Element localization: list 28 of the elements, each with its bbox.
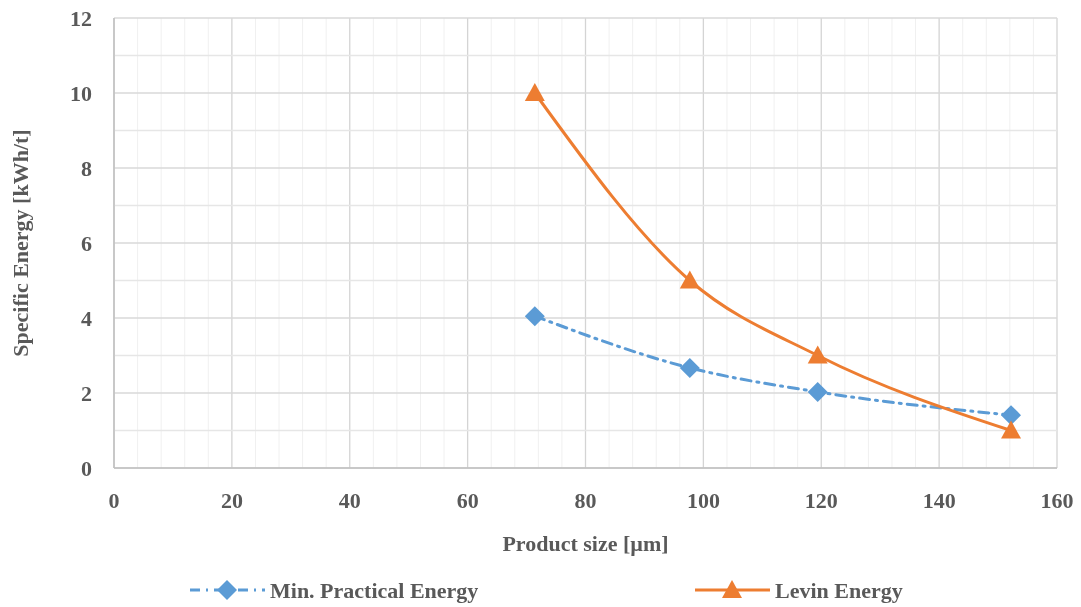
- point: [524, 306, 545, 327]
- x-axis-title: Product size [µm]: [502, 531, 669, 556]
- legend-label: Min. Practical Energy: [270, 578, 479, 603]
- legend-label: Levin Energy: [775, 578, 903, 603]
- x-tick-label: 20: [220, 488, 243, 513]
- point: [1001, 405, 1022, 426]
- y-tick-label: 2: [81, 381, 92, 406]
- x-tick-label: 160: [1040, 488, 1074, 513]
- point: [1001, 420, 1022, 439]
- point: [807, 345, 828, 364]
- x-tick-label: 80: [574, 488, 597, 513]
- point: [679, 270, 700, 289]
- point: [524, 83, 545, 101]
- x-tick-label: 100: [686, 488, 720, 513]
- y-axis-title: Specific Energy [kWh/t]: [8, 129, 33, 357]
- y-tick-label: 6: [81, 231, 92, 256]
- y-tick-label: 8: [81, 156, 92, 181]
- x-tick-label: 60: [456, 488, 479, 513]
- x-tick-label: 40: [338, 488, 361, 513]
- x-tick-label: 0: [108, 488, 120, 513]
- y-tick-label: 0: [81, 456, 92, 481]
- x-tick-label: 120: [804, 488, 838, 513]
- point: [807, 381, 828, 402]
- y-tick-label: 12: [70, 6, 92, 31]
- x-tick-label: 140: [922, 488, 956, 513]
- point: [679, 357, 700, 378]
- y-tick-label: 10: [70, 81, 92, 106]
- y-tick-label: 4: [81, 306, 92, 331]
